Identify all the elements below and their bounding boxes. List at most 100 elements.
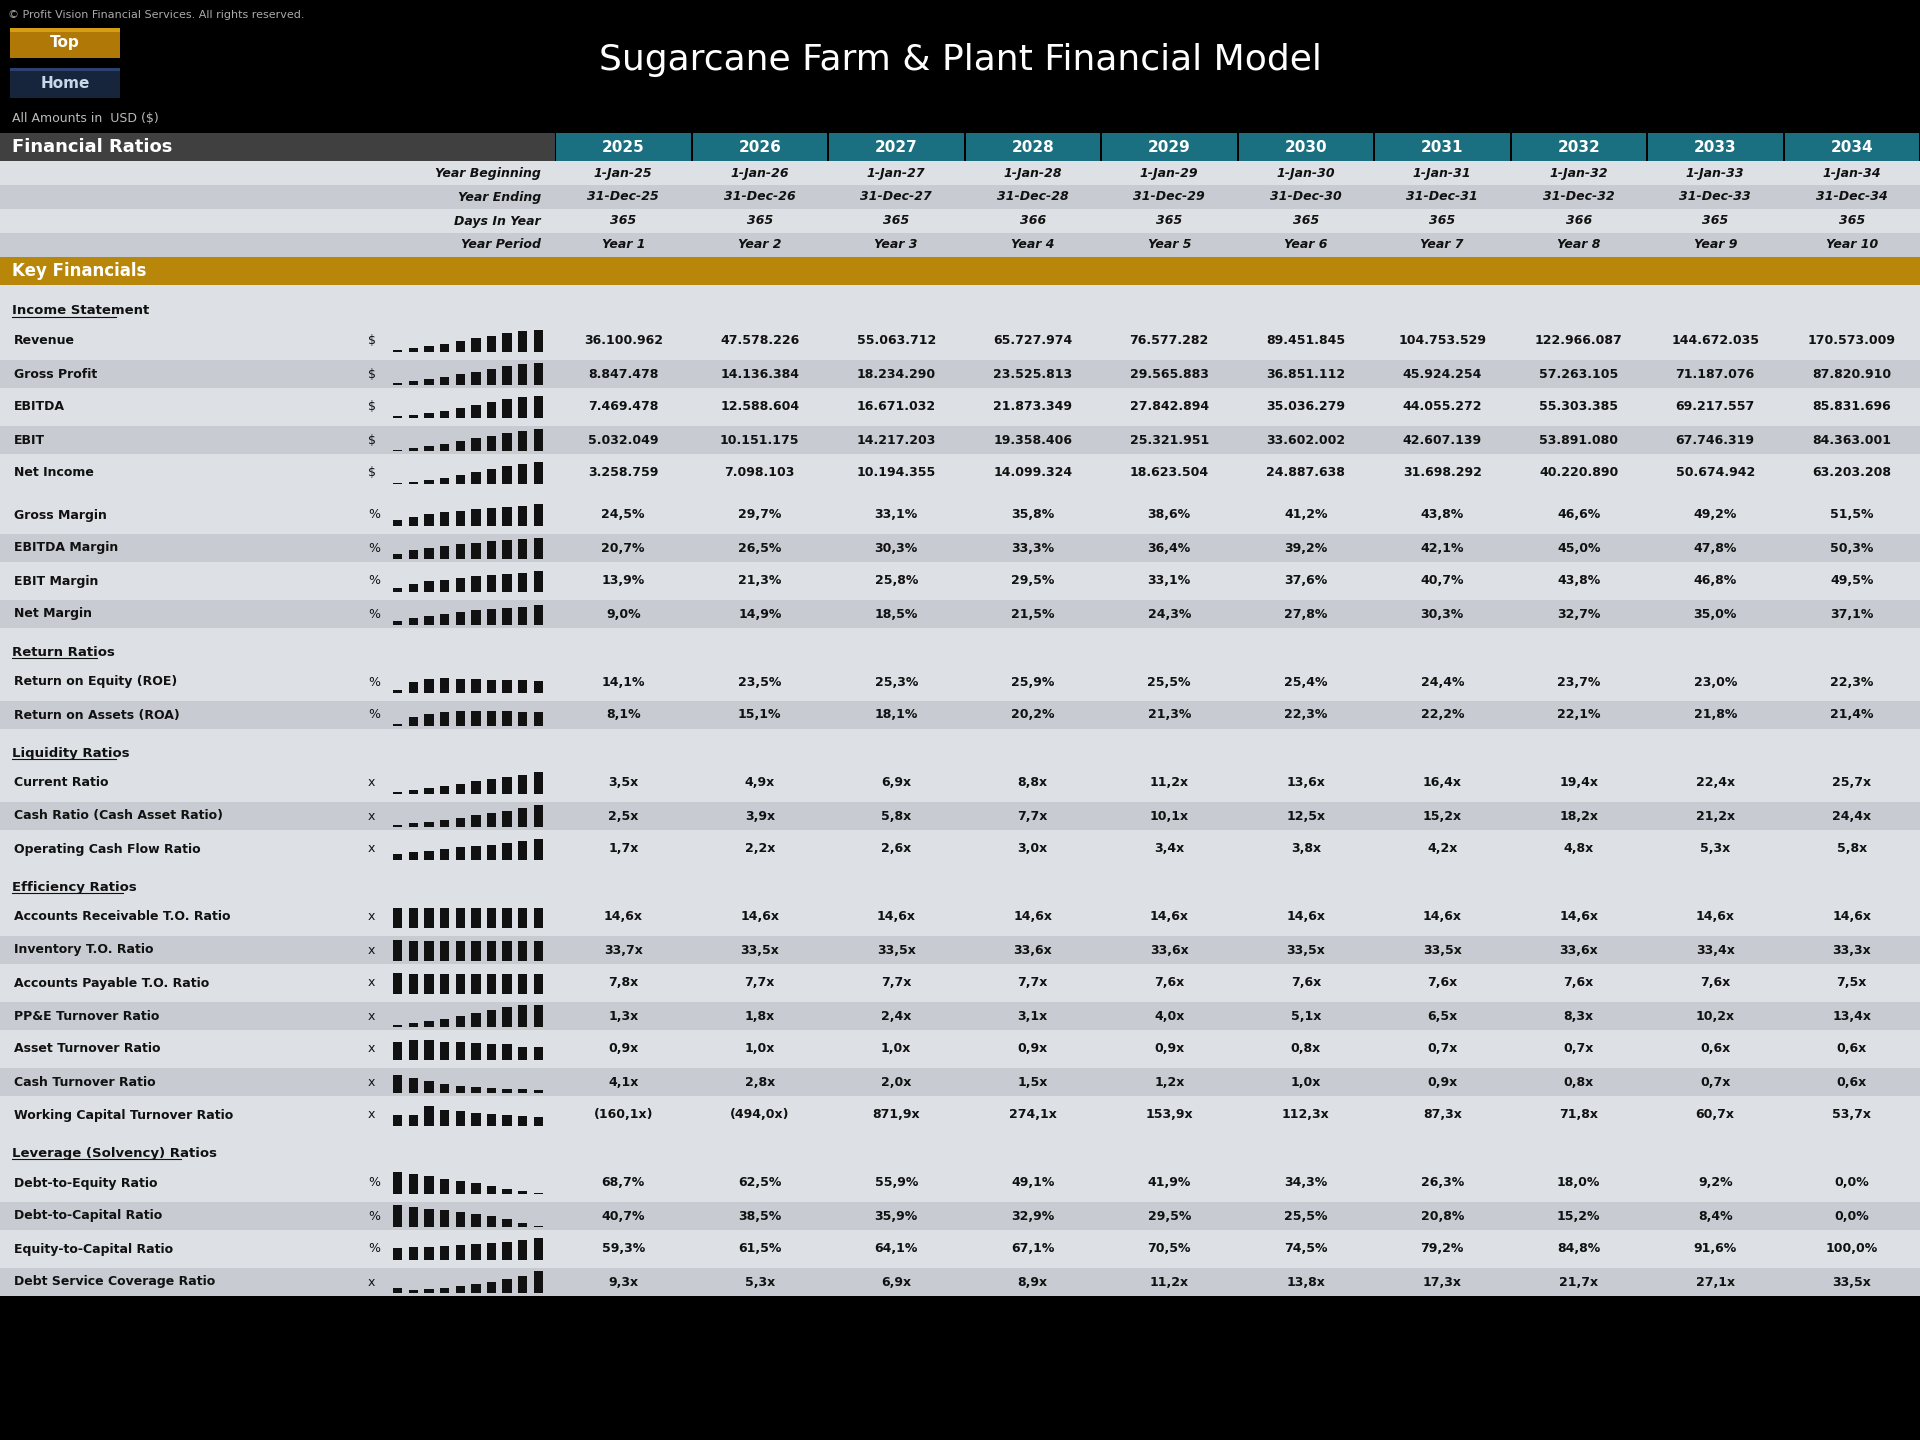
Text: Asset Turnover Ratio: Asset Turnover Ratio <box>13 1043 161 1056</box>
Text: 365: 365 <box>1292 215 1319 228</box>
Text: 8,1%: 8,1% <box>607 708 641 721</box>
Text: 7,7x: 7,7x <box>745 976 776 989</box>
Text: 22,4x: 22,4x <box>1695 776 1736 789</box>
Bar <box>518 973 528 994</box>
Bar <box>470 611 480 625</box>
Bar <box>518 573 528 592</box>
Text: 32,9%: 32,9% <box>1012 1210 1054 1223</box>
Text: 15,2%: 15,2% <box>1557 1210 1601 1223</box>
Bar <box>0 1002 1920 1030</box>
Bar <box>518 1223 528 1227</box>
Text: 0,6x: 0,6x <box>1837 1076 1866 1089</box>
Text: 8,3x: 8,3x <box>1563 1009 1594 1022</box>
Text: Days In Year: Days In Year <box>455 215 541 228</box>
Text: 24,4x: 24,4x <box>1832 809 1872 822</box>
Bar <box>424 1106 434 1126</box>
Bar <box>0 763 1920 769</box>
Text: 29.565.883: 29.565.883 <box>1129 367 1210 380</box>
Bar <box>0 528 1920 534</box>
Bar <box>534 605 543 625</box>
Bar <box>424 714 434 726</box>
Text: Working Capital Turnover Ratio: Working Capital Turnover Ratio <box>13 1109 232 1122</box>
Bar <box>503 973 513 994</box>
Text: Net Margin: Net Margin <box>13 608 92 621</box>
Bar <box>440 1210 449 1227</box>
Text: 1,0x: 1,0x <box>745 1043 776 1056</box>
Text: 0,9x: 0,9x <box>1427 1076 1457 1089</box>
Bar <box>518 1116 528 1126</box>
Text: 2,6x: 2,6x <box>881 842 912 855</box>
Bar <box>488 541 495 559</box>
Bar <box>534 1047 543 1060</box>
Bar <box>455 678 465 693</box>
Text: 44.055.272: 44.055.272 <box>1402 400 1482 413</box>
Text: 3,1x: 3,1x <box>1018 1009 1048 1022</box>
Text: Year 8: Year 8 <box>1557 239 1601 252</box>
Bar <box>488 1089 495 1093</box>
Bar <box>1102 132 1236 161</box>
Text: 33,1%: 33,1% <box>876 508 918 521</box>
Text: EBIT: EBIT <box>13 433 46 446</box>
Text: 3,4x: 3,4x <box>1154 842 1185 855</box>
Bar <box>394 520 403 526</box>
Text: 3,0x: 3,0x <box>1018 842 1048 855</box>
Bar <box>394 792 403 793</box>
Bar <box>0 562 1920 567</box>
Text: 10,2x: 10,2x <box>1695 1009 1736 1022</box>
Text: 43,8%: 43,8% <box>1557 575 1601 588</box>
Text: 51,5%: 51,5% <box>1830 508 1874 521</box>
Bar <box>394 973 403 994</box>
Bar <box>424 1289 434 1293</box>
Text: 7,6x: 7,6x <box>1563 976 1594 989</box>
Bar <box>0 1169 1920 1197</box>
Text: 55.303.385: 55.303.385 <box>1540 400 1619 413</box>
Bar <box>534 909 543 927</box>
Text: Year 4: Year 4 <box>1012 239 1054 252</box>
Bar <box>394 1041 403 1060</box>
Bar <box>424 1208 434 1227</box>
Bar <box>440 909 449 927</box>
Text: 3,9x: 3,9x <box>745 809 776 822</box>
Text: 68,7%: 68,7% <box>601 1176 645 1189</box>
Text: 2028: 2028 <box>1012 140 1054 154</box>
Text: 10.194.355: 10.194.355 <box>856 467 935 480</box>
Bar <box>424 1176 434 1194</box>
Text: 33,6x: 33,6x <box>1150 943 1188 956</box>
Text: 10,1x: 10,1x <box>1150 809 1188 822</box>
Bar <box>534 681 543 693</box>
Text: 6,9x: 6,9x <box>881 1276 912 1289</box>
Text: 0,9x: 0,9x <box>1018 1043 1048 1056</box>
Bar <box>534 940 543 960</box>
Text: 4,8x: 4,8x <box>1563 842 1594 855</box>
Bar <box>424 1021 434 1027</box>
Bar <box>518 464 528 484</box>
Bar <box>488 575 495 592</box>
Text: 2031: 2031 <box>1421 140 1463 154</box>
Text: Year 1: Year 1 <box>601 239 645 252</box>
Bar <box>470 815 480 827</box>
Bar <box>488 508 495 526</box>
Bar <box>0 1143 1920 1164</box>
Bar <box>0 1164 1920 1169</box>
Text: $: $ <box>369 334 376 347</box>
Text: 0,6x: 0,6x <box>1837 1043 1866 1056</box>
Text: 22,1%: 22,1% <box>1557 708 1601 721</box>
Bar <box>503 1279 513 1293</box>
Bar <box>470 909 480 927</box>
Bar <box>455 374 465 384</box>
Bar <box>394 854 403 860</box>
Text: 2030: 2030 <box>1284 140 1327 154</box>
Text: 33,3%: 33,3% <box>1012 541 1054 554</box>
Text: 61,5%: 61,5% <box>737 1243 781 1256</box>
Bar <box>534 537 543 559</box>
Text: 366: 366 <box>1565 215 1592 228</box>
Text: 25,4%: 25,4% <box>1284 675 1327 688</box>
Bar <box>440 1246 449 1260</box>
Text: 21,3%: 21,3% <box>1148 708 1190 721</box>
Text: 31-Dec-33: 31-Dec-33 <box>1680 190 1751 203</box>
Bar <box>0 459 1920 487</box>
Bar <box>394 416 403 418</box>
Text: Return Ratios: Return Ratios <box>12 645 115 658</box>
Bar <box>409 852 419 860</box>
Bar <box>0 161 1920 184</box>
